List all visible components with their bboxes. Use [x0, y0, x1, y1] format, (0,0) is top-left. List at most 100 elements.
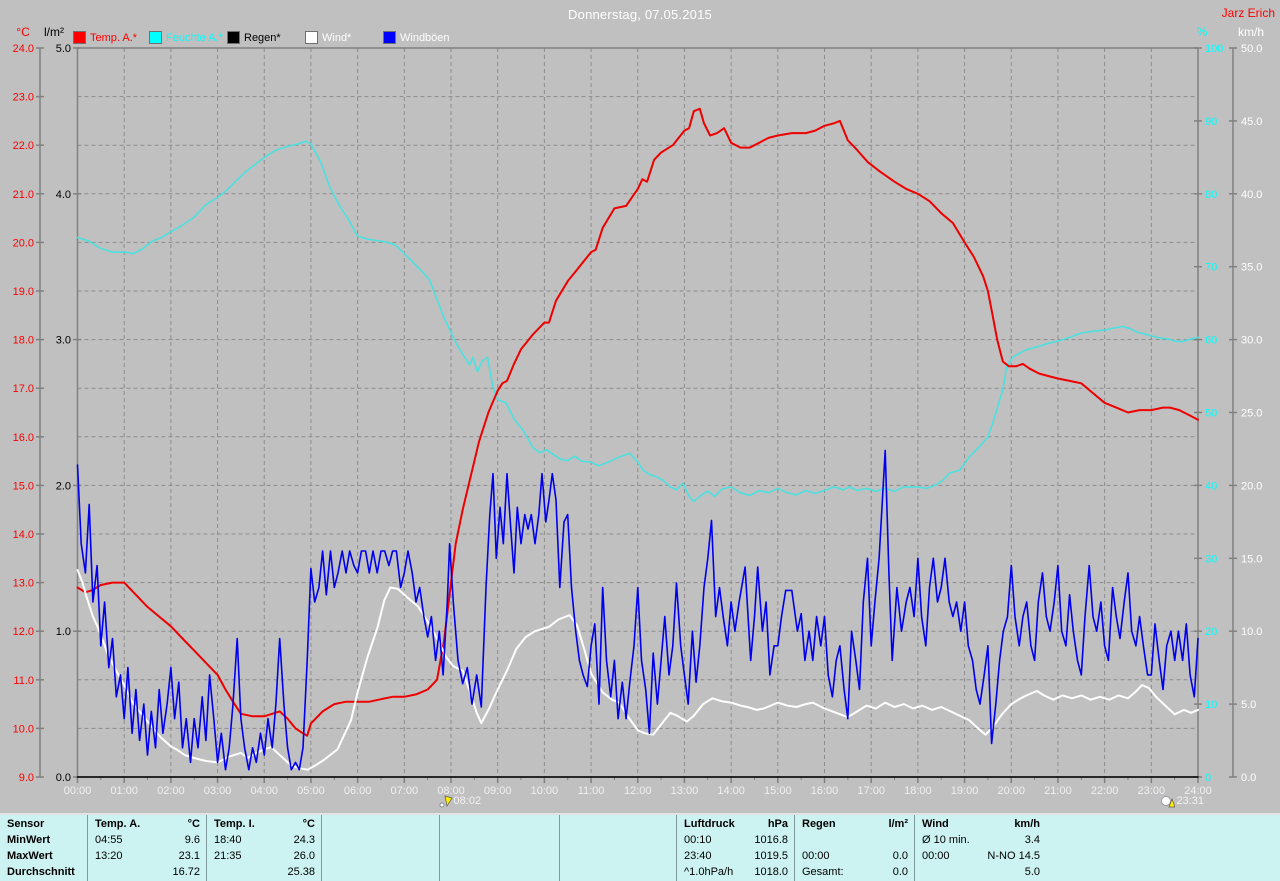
axis-tick-label: 4.0 — [56, 189, 71, 201]
legend-swatch-icon — [383, 31, 396, 44]
weather-chart: 9.0 10.0 11.0 12.0 13.0 14.0 15.0 16.0 17.0 18.0 1… — [13, 43, 1263, 797]
column-header-name: Wind — [922, 818, 949, 830]
table-row-labels-column: Sensor MinWert MaxWert Durchschnitt — [0, 815, 88, 881]
axis-tick-label: 3.0 — [56, 335, 71, 347]
legend-swatch-icon — [305, 31, 318, 44]
legend-swatch-icon — [227, 31, 240, 44]
cell-value: 1016.8 — [754, 834, 788, 846]
cell-time: 00:00 — [802, 850, 830, 862]
table-cell-row — [329, 865, 433, 881]
legend-swatch-icon — [73, 31, 86, 44]
table-cell-row: 00:10 1016.8 — [684, 833, 788, 849]
cell-value: 1019.5 — [754, 850, 788, 862]
axis-tick-label: 08:00 — [437, 785, 465, 797]
humidity-axis-unit: % — [1196, 25, 1208, 39]
axis-tick-label: 18:00 — [904, 785, 932, 797]
cell-time: 23:40 — [684, 850, 712, 862]
column-header-unit: °C — [302, 818, 315, 830]
cell-value: 24.3 — [293, 834, 315, 846]
wind-axis: 0.0 5.0 10.0 15.0 20.0 25.0 30.0 35.0 40.0 45.0 50… — [1229, 43, 1262, 784]
column-header-name: Regen — [802, 818, 836, 830]
column-header-unit: °C — [187, 818, 200, 830]
temp-axis: 9.0 10.0 11.0 12.0 13.0 14.0 15.0 16.0 17.0 18.0 1… — [13, 43, 44, 784]
axis-tick-label: 02:00 — [157, 785, 185, 797]
legend-label: Feuchte A.* — [166, 31, 223, 44]
axis-tick-label: 15:00 — [764, 785, 792, 797]
axis-tick-label: 25.0 — [1241, 408, 1262, 420]
wind-series-line — [76, 569, 1199, 771]
axis-tick-label: 0 — [1205, 772, 1211, 784]
table-cell-row: 00:00 0.0 — [802, 849, 908, 865]
axis-tick-label: 10:00 — [531, 785, 559, 797]
sun-event-up-icon — [1161, 795, 1176, 807]
axis-tick-label: 16.0 — [13, 432, 34, 444]
legend-item-regen: Regen* — [227, 31, 281, 44]
axis-tick-label: 0.0 — [56, 772, 71, 784]
legend-item-windben: Windböen — [383, 31, 450, 44]
humidity-axis: 0 10 20 30 40 50 60 70 80 90 100 — [1194, 43, 1223, 784]
axis-tick-label: 40 — [1205, 480, 1217, 492]
table-cell-row — [329, 833, 433, 849]
legend-label: Windböen — [400, 31, 450, 44]
axis-tick-label: 11:00 — [578, 785, 605, 797]
axis-tick-label: 1.0 — [56, 626, 71, 638]
axis-tick-label: 15.0 — [13, 480, 34, 492]
cell-time: ^1.0hPa/h — [684, 866, 734, 878]
axis-tick-label: 17.0 — [13, 383, 34, 395]
column-header-unit: hPa — [767, 818, 788, 830]
cell-time: 13:20 — [95, 850, 123, 862]
axis-tick-label: 21:00 — [1044, 785, 1072, 797]
axis-tick-label: 10.0 — [13, 723, 34, 735]
table-column-empty — [440, 815, 560, 881]
axis-tick-label: 40.0 — [1241, 189, 1262, 201]
sun-event-marker: 08:02 — [439, 794, 481, 808]
legend-swatch-icon — [149, 31, 162, 44]
cell-value: 1018.0 — [754, 866, 788, 878]
column-header-unit: km/h — [1014, 818, 1040, 830]
axis-tick-label: 11.0 — [13, 675, 34, 687]
cell-value: 26.0 — [293, 850, 315, 862]
sun-event-marker: 23:31 — [1161, 794, 1204, 808]
axis-tick-label: 5.0 — [1241, 699, 1256, 711]
axis-tick-label: 19.0 — [13, 286, 34, 298]
axis-tick-label: 22:00 — [1091, 785, 1119, 797]
axis-tick-label: 100 — [1205, 43, 1223, 55]
column-header-name: Temp. A. — [95, 818, 141, 830]
cell-time: 04:55 — [95, 834, 123, 846]
time-axis: 00:00 01:00 02:00 03:00 04:00 05:00 06:00 07:00… — [64, 777, 1212, 797]
chart-area: 9.0 10.0 11.0 12.0 13.0 14.0 15.0 16.0 17.0 18.0 1… — [13, 6, 1275, 808]
table-column-tempi: Temp. I. °C 18:40 24.3 21:35 26.0 25.38 — [207, 815, 322, 881]
axis-tick-label: 50 — [1205, 408, 1217, 420]
axis-tick-label: 18.0 — [13, 335, 34, 347]
axis-tick-label: 5.0 — [56, 43, 71, 55]
page-title: Donnerstag, 07.05.2015 — [568, 7, 712, 22]
table-cell-row: 04:55 9.6 — [95, 833, 200, 849]
column-header-name: Temp. I. — [214, 818, 255, 830]
axis-tick-label: 22.0 — [13, 140, 34, 152]
temp-axis-unit: °C — [16, 25, 30, 39]
axis-tick-label: 24.0 — [13, 43, 34, 55]
axis-tick-label: 2.0 — [56, 480, 71, 492]
axis-tick-label: 35.0 — [1241, 262, 1262, 274]
axis-tick-label: 80 — [1205, 189, 1217, 201]
sun-event-down-icon — [439, 795, 453, 807]
cell-value: 25.38 — [287, 866, 315, 878]
axis-tick-label: 04:00 — [250, 785, 278, 797]
axis-tick-label: 24:00 — [1184, 785, 1212, 797]
axis-tick-label: 60 — [1205, 335, 1217, 347]
column-header-unit: l/m² — [888, 818, 908, 830]
table-cell-row: Ø 10 min. 3.4 — [922, 833, 1040, 849]
axis-tick-label: 19:00 — [951, 785, 979, 797]
axis-tick-label: 20.0 — [13, 237, 34, 249]
axis-tick-label: 13.0 — [13, 578, 34, 590]
daily-statistics-table: Sensor MinWert MaxWert Durchschnitt Temp. A.… — [0, 813, 1280, 881]
axis-tick-label: 30.0 — [1241, 335, 1262, 347]
table-cell-row — [567, 833, 670, 849]
axis-tick-label: 03:00 — [204, 785, 232, 797]
cell-time: 21:35 — [214, 850, 242, 862]
axis-tick-label: 23.0 — [13, 92, 34, 104]
table-cell-row: 16.72 — [95, 865, 200, 881]
cell-value: 0.0 — [892, 850, 908, 862]
axis-tick-label: 14:00 — [717, 785, 745, 797]
table-cell-row: 00:00 N-NO 14.5 — [922, 849, 1040, 865]
